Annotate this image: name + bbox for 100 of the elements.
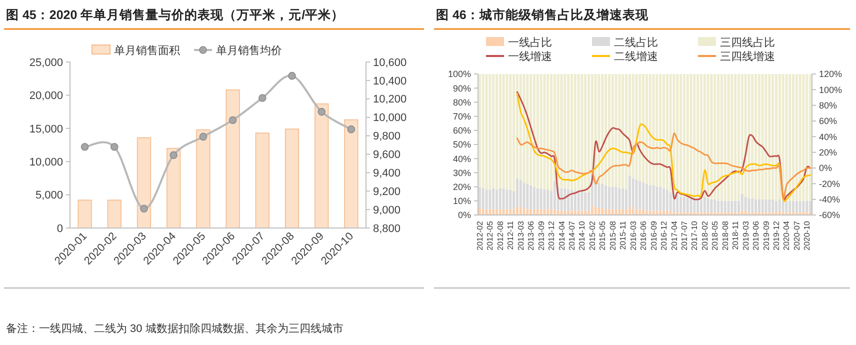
bar [669, 192, 672, 211]
bar [530, 185, 532, 210]
bar [798, 74, 802, 201]
bar [720, 74, 723, 201]
y2-tick-label: 20% [819, 147, 838, 158]
bar [754, 74, 758, 200]
bar [594, 208, 597, 215]
bar [652, 74, 655, 186]
x-tick-label: 2015-05 [598, 220, 608, 250]
bar [656, 74, 658, 187]
bar [761, 74, 764, 200]
bar [502, 74, 505, 188]
x-tick-label: 2012-11 [506, 220, 516, 250]
bar [560, 74, 563, 188]
bar [751, 74, 754, 198]
y2-tick-label: 8,800 [373, 222, 401, 235]
x-tick-label: 2016-06 [639, 220, 648, 250]
bar [802, 74, 805, 201]
bar [758, 74, 760, 200]
x-tick-label: 2018-02 [700, 220, 710, 250]
y2-tick-label: 10,600 [373, 56, 407, 69]
bar [740, 194, 744, 211]
bar [768, 74, 771, 200]
bar [614, 74, 618, 187]
bar [703, 196, 706, 212]
x-tick-label: 2014-04 [557, 220, 566, 250]
bar [680, 74, 682, 197]
bar [540, 74, 542, 188]
bar [553, 181, 556, 210]
y-tick-label: 0 [56, 222, 63, 235]
x-tick-label: 2020-10 [802, 220, 812, 250]
y2-tick-label: 9,200 [373, 186, 401, 198]
bar [601, 74, 604, 184]
bar [482, 74, 484, 188]
legend-label: 二线增速 [614, 50, 658, 63]
y-tick-label: 70% [452, 111, 471, 122]
point [110, 142, 118, 151]
bar [676, 74, 679, 196]
bar [284, 128, 300, 228]
bar [560, 188, 563, 211]
bar [584, 74, 587, 192]
bar [522, 182, 526, 208]
point [347, 125, 356, 134]
bar [622, 74, 624, 188]
bar [532, 74, 536, 187]
bar [720, 200, 723, 212]
bar [761, 199, 764, 212]
bar [522, 74, 526, 183]
bar [509, 190, 512, 210]
y-tick-label: 90% [452, 83, 471, 94]
y2-tick-label: 0% [819, 163, 832, 174]
bar [540, 188, 542, 210]
point [228, 116, 237, 124]
bar [564, 74, 566, 188]
x-tick-label: 2014-10 [578, 220, 587, 250]
bar [543, 190, 546, 210]
bar [734, 200, 737, 212]
bar [560, 210, 563, 215]
bar [798, 200, 802, 212]
bar [502, 188, 505, 210]
bar [680, 196, 682, 212]
bar [516, 206, 518, 215]
bar [666, 190, 668, 211]
y-tick-label: 100% [448, 69, 471, 80]
bar [577, 191, 580, 211]
x-tick-label: 2013-06 [526, 220, 536, 250]
bar [485, 209, 488, 215]
point [170, 151, 178, 160]
bar [604, 74, 608, 186]
bar [764, 199, 768, 212]
x-tick-label: 2019-03 [741, 220, 750, 250]
bar [632, 74, 634, 178]
bar [716, 200, 720, 212]
bar [788, 74, 792, 201]
bar [196, 129, 210, 228]
bar [570, 190, 573, 211]
bar [532, 186, 536, 210]
bar [754, 199, 758, 212]
legend-label: 二线占比 [614, 36, 658, 49]
bar [522, 208, 526, 215]
bar [614, 186, 618, 210]
bar [659, 186, 662, 211]
x-tick-label: 2016-03 [628, 220, 638, 250]
bar [652, 210, 655, 215]
bar [574, 191, 576, 211]
bar [512, 74, 516, 192]
bar [642, 74, 645, 183]
bar [676, 195, 679, 212]
y-tick-label: 20% [452, 182, 471, 192]
bar [666, 74, 668, 190]
y2-tick-label: 9,600 [373, 149, 401, 162]
bar [700, 199, 703, 212]
y2-tick-label: -20% [819, 178, 840, 189]
bar [758, 199, 760, 212]
bar [226, 89, 240, 228]
bar [488, 190, 492, 210]
bar [662, 74, 666, 188]
bar [618, 188, 621, 210]
bar [478, 208, 481, 215]
bar [166, 148, 181, 228]
